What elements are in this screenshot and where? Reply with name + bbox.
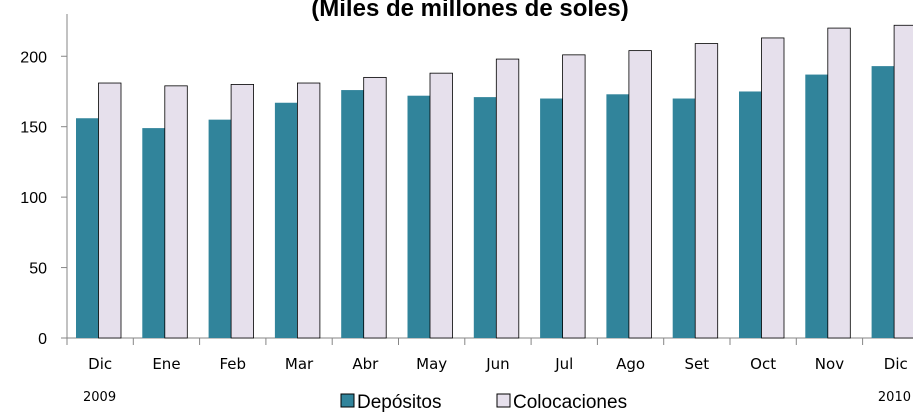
y-tick-label: 0 [38,331,47,348]
bar-depositos [208,119,232,338]
bar-depositos [76,118,99,339]
bar-colocaciones [694,43,719,339]
bar-colocaciones [363,76,387,339]
x-tick-label: Jul [554,355,573,373]
legend: Depósitos Colocaciones [340,392,627,412]
y-tick-label: 50 [29,261,47,278]
x-tick-label: Ago [616,355,645,373]
bars [76,24,913,339]
x-tick-label: Nov [815,355,844,373]
legend-label-colocaciones: Colocaciones [513,392,627,412]
y-tick-label: 200 [20,49,47,66]
bar-colocaciones [98,82,122,339]
x-tick-label: Mar [285,355,314,373]
bar-depositos [473,97,497,339]
x-axis: Dic Ene Feb Mar Abr May Jun Jul Ago Set Oct Nov Dic 2… [66,337,913,405]
legend-swatch-depositos [340,393,355,408]
bar-colocaciones [628,50,652,339]
bar-depositos [274,102,298,338]
x-tick-label: May [416,355,447,373]
chart-title: (Miles de millones de soles) [311,0,628,22]
x-tick-label: Abr [352,355,379,373]
bar-depositos [540,98,563,339]
x-tick-label: Dic [884,355,908,373]
x-tick-label: Dic [88,355,112,373]
bar-colocaciones [827,27,851,339]
x-tick-label: Feb [219,355,246,373]
y-tick-label: 100 [20,190,47,207]
bar-colocaciones [429,72,453,339]
bar-depositos [407,95,430,338]
bar-depositos [871,66,895,339]
bar-depositos [142,128,165,338]
x-tick-label: Set [685,355,710,373]
bar-colocaciones [761,37,785,339]
bar-depositos [739,91,762,338]
legend-swatch-colocaciones [496,393,511,408]
year-label-end: 2010 [878,390,911,405]
bar-colocaciones [164,85,188,339]
x-tick-label: Ene [152,355,180,373]
y-axis: 0 50 100 150 200 [20,14,68,348]
bar-depositos [672,98,696,339]
y-tick-label: 150 [20,120,47,137]
bar-depositos [805,74,828,338]
bar-colocaciones [495,58,520,339]
legend-label-depositos: Depósitos [357,392,442,412]
x-tick-label: Jun [485,355,509,373]
bar-colocaciones [562,54,586,339]
bar-colocaciones [893,24,913,339]
year-label-start: 2009 [83,390,116,405]
bar-depositos [341,90,364,338]
bar-colocaciones [296,82,321,339]
bar-depositos [606,94,629,338]
x-tick-label: Oct [750,355,776,373]
bar-colocaciones [230,84,255,339]
